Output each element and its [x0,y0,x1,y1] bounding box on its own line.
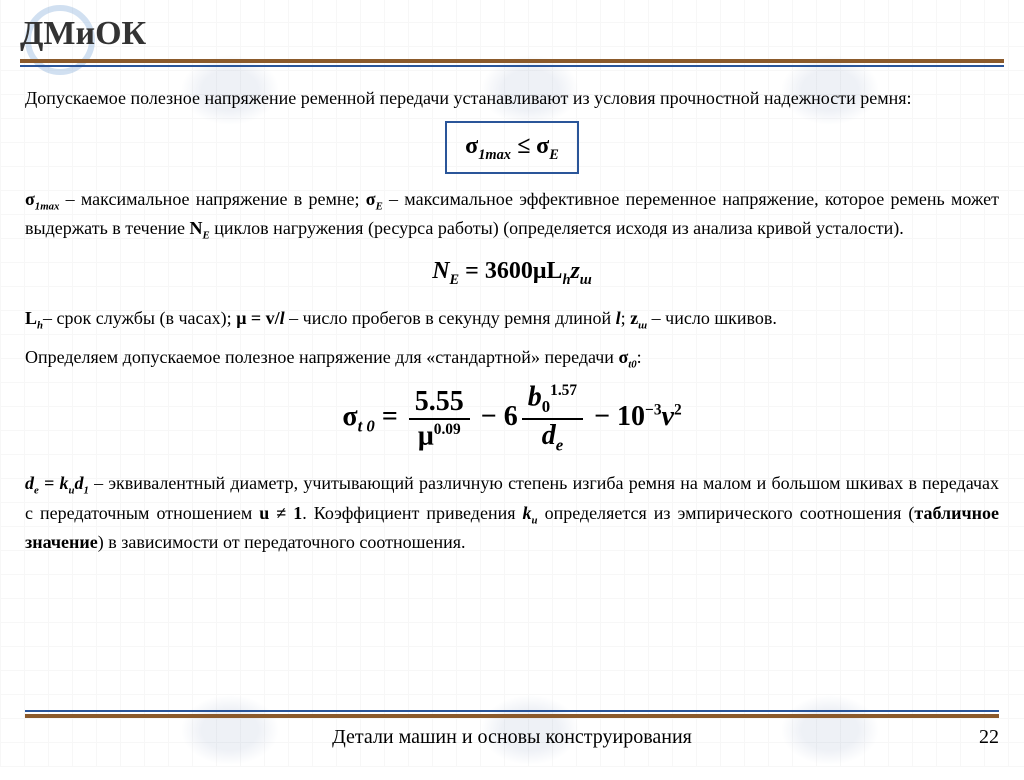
slide-footer: Детали машин и основы конструирования 22 [0,710,1024,767]
p4-ss: t0 [628,359,636,371]
p5-ku2: k [523,503,532,523]
footer-page-number: 22 [939,726,999,749]
p5-u: u ≠ 1 [259,503,302,523]
p2-s1s: 1max [35,200,60,212]
f3-d2s: e [556,436,563,455]
p5-t4: ) в зависимости от передаточного соотнош… [98,532,466,552]
footer-row: Детали машин и основы конструирования 22 [25,726,999,749]
p5-t2: . Коэффициент приведения [302,503,522,523]
formula-3: σt 0 = 5.55 μ0.09 − 6 b01.57 de − 10−3v2 [25,383,999,454]
formula-1-wrap: σ1max ≤ σE [25,121,999,174]
p4-s: σ [618,347,628,367]
p3-t3: ; [621,308,631,328]
f3-n2e: 1.57 [550,382,577,399]
f3-frac2: b01.57 de [522,383,583,454]
slide-content: Допускаемое полезное напряжение ременной… [0,75,1024,575]
header-rule-brown [20,59,1004,63]
f3-d2: de [522,420,583,454]
footer-rule-brown [25,714,999,718]
p2-se: σ [366,189,376,209]
f2-s3: ш [580,272,592,288]
f3-eq: = [375,401,405,432]
p5-de: d [25,473,34,493]
paragraph-2: σ1max – максимальное напряжение в ремне;… [25,186,999,244]
f3-d1m: μ [418,420,434,451]
f3-v: v [662,401,674,432]
header-rule-blue [20,65,1004,67]
f3-n1: 5.55 [409,388,470,420]
p3-t4: – число шкивов. [647,308,777,328]
f2-eq: = 3600μL [459,258,562,284]
p3-t1: – срок службы (в часах); [43,308,236,328]
f2-s1: E [450,272,460,288]
f3-d1e: 0.09 [434,421,461,438]
p5-eq: = k [39,473,69,493]
p2-t1: – максимальное напряжение в ремне; [59,189,365,209]
f3-sig: σ [342,401,357,432]
slide-header: ДМиОК [0,0,1024,75]
intro-paragraph: Допускаемое полезное напряжение ременной… [25,85,999,111]
f1-op: ≤ [517,133,530,159]
f3-sigs: t 0 [358,417,375,436]
f3-n2: b01.57 [522,383,583,420]
header-title: ДМиОК [20,15,1004,53]
p3-z: z [630,308,638,328]
paragraph-3: Lh– срок службы (в часах); μ = v/l – чис… [25,305,999,334]
p4-t1: Определяем допускаемое полезное напряжен… [25,347,618,367]
f2-n: N [432,258,449,284]
paragraph-5: de = kud1 – эквивалентный диаметр, учиты… [25,470,999,555]
p2-t3: циклов нагружения (ресурса работы) (опре… [210,218,904,238]
f3-e10: −3 [645,402,661,419]
paragraph-4: Определяем допускаемое полезное напряжен… [25,344,999,373]
f3-frac1: 5.55 μ0.09 [409,388,470,450]
f3-ve: 2 [674,402,682,419]
footer-rule-blue [25,710,999,712]
p3-mu: μ = v/ [236,308,279,328]
f1-rhs-sub: E [549,147,559,163]
p4-t2: : [637,347,642,367]
p2-ses: E [376,200,383,212]
formula-1-box: σ1max ≤ σE [445,121,579,174]
f3-m1: − 6 [474,401,518,432]
p3-t2: – число пробегов в секунду ремня длиной [285,308,616,328]
p2-ne: N [189,218,202,238]
formula-2: NE = 3600μLhzш [25,254,999,291]
p5-t3: определяется из эмпирического соотношени… [538,503,915,523]
f3-d1: μ0.09 [409,420,470,450]
f2-z: z [570,258,579,284]
f3-d2d: d [542,420,556,451]
f1-lhs-sub: 1max [478,147,511,163]
f3-n2s: 0 [542,397,550,416]
p2-s1: σ [25,189,35,209]
p3-lh: L [25,308,37,328]
f1-rhs: σ [536,133,549,159]
f1-lhs: σ [465,133,478,159]
p5-d1: d [75,473,84,493]
p3-zs: ш [638,320,647,332]
p2-nes: E [202,230,209,242]
f3-m2: − 10 [587,401,645,432]
footer-title: Детали машин и основы конструирования [85,726,939,749]
f3-n2b: b [528,382,542,413]
